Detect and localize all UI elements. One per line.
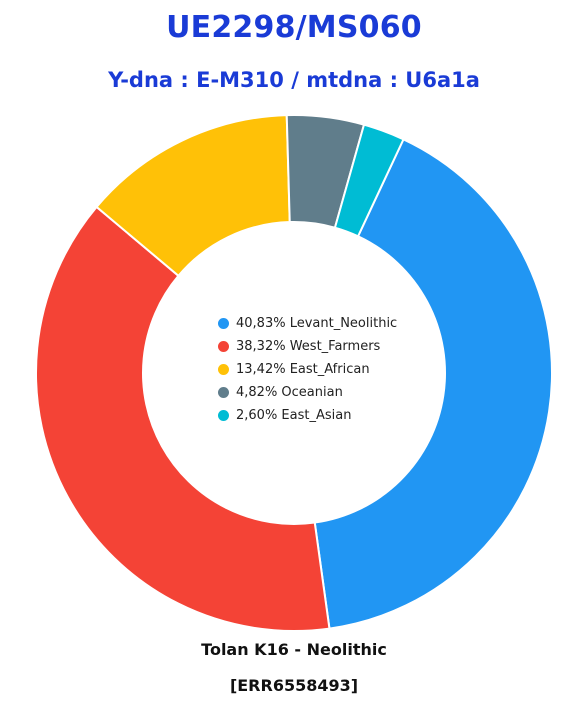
legend-label: 40,83% Levant_Neolithic (236, 316, 398, 331)
donut-slice-4 (333, 123, 405, 238)
donut-slice-0 (313, 138, 553, 630)
legend-label: 38,32% West_Farmers (236, 339, 381, 354)
legend-dot-icon (218, 364, 229, 375)
sample-accession: [ERR6558493] (229, 676, 359, 695)
legend-item-4: 2,60% East_Asian (218, 404, 397, 427)
legend-item-0: 40,83% Levant_Neolithic (218, 312, 397, 335)
legend: 40,83% Levant_Neolithic 38,32% West_Farme… (218, 312, 397, 427)
legend-dot-icon (218, 387, 229, 398)
legend-item-1: 38,32% West_Farmers (218, 335, 397, 358)
legend-label: 4,82% Oceanian (236, 385, 343, 400)
sample-name: Tolan K16 - Neolithic (201, 640, 387, 659)
legend-label: 2,60% East_Asian (236, 408, 352, 423)
legend-dot-icon (218, 318, 229, 329)
donut-slice-1 (35, 205, 331, 632)
legend-item-3: 4,82% Oceanian (218, 381, 397, 404)
legend-label: 13,42% East_African (236, 362, 370, 377)
chart-subtitle: Y-dna : E-M310 / mtdna : U6a1a (108, 68, 480, 92)
legend-item-2: 13,42% East_African (218, 358, 397, 381)
legend-dot-icon (218, 410, 229, 421)
chart-title: UE2298/MS060 (166, 10, 422, 45)
legend-dot-icon (218, 341, 229, 352)
